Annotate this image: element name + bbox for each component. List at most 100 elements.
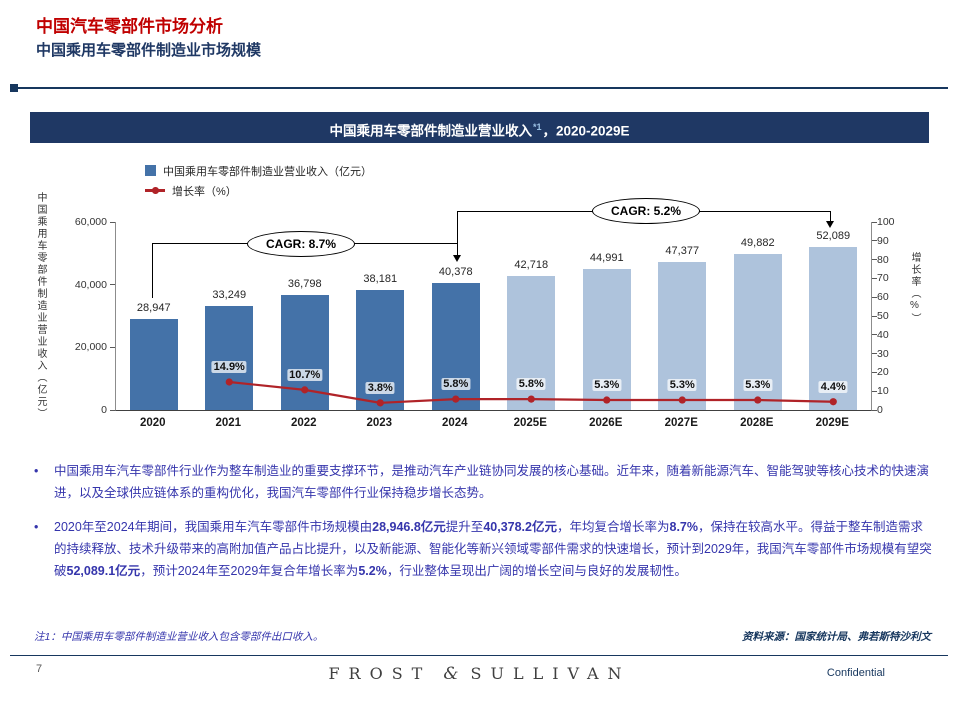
y-axis-tick-right: 0 [877,404,883,416]
bullet-item: • 2020年至2024年期间，我国乘用车汽车零部件市场规模由28,946.8亿元… [34,516,932,583]
bar-value-label: 42,718 [514,259,549,272]
logo-ampersand: & [443,664,459,684]
x-axis-labels: 2020 2021 2022 2023 2024 2025E 2026E 2027E 2028E… [115,417,870,433]
x-axis-label-2023: 2023 [366,417,393,429]
logo-sullivan: SULLIVAN [470,664,631,683]
y-axis-tick-left: 0 [101,404,107,416]
growth-point [301,386,309,394]
bullet-marker: • [34,464,39,478]
y-axis-tick-right: 70 [877,272,889,285]
cagr1-arrow-icon [453,255,461,262]
growth-rate-label: 4.4% [818,380,848,393]
growth-rate-label: 3.8% [365,381,395,394]
tick-mark-right [872,221,877,223]
chart-title-footnote-ref: *1 [532,122,542,132]
page-title: 中国汽车零部件市场分析 [36,17,223,36]
footnote: 注1：中国乘用车零部件制造业营业收入包含零部件出口收入。 [34,631,324,643]
y-axis-tick-right: 40 [877,328,889,341]
tick-mark-right [872,296,877,298]
y-axis-tick-left: 40,000 [74,278,107,291]
growth-point [527,395,535,403]
tick-mark-right [872,353,877,355]
x-axis-label-2024: 2024 [441,417,468,429]
growth-point [603,396,611,404]
bullet-text: 中国乘用车汽车零部件行业作为整车制造业的重要支撑环节，是推动汽车产业链协同发展的… [54,464,930,501]
legend-line-swatch [145,187,165,194]
growth-rate-label: 10.7% [287,368,323,381]
legend-line-marker [152,187,159,194]
tick-mark-right [872,409,877,411]
cagr2-bracket-right-leg [830,211,831,221]
legend-item-growth: 增长率（%） [145,184,372,198]
bar-value-label: 47,377 [665,244,700,257]
x-axis-label-2028E: 2028E [740,417,774,429]
tick-mark-left [110,284,115,286]
tick-mark-right [872,240,877,242]
y-axis-tick-right: 90 [877,234,889,247]
tick-mark-left [110,346,115,348]
x-axis-label-2026E: 2026E [589,417,623,429]
legend-line-label: 增长率（%） [172,185,237,198]
y-axis-tick-left: 20,000 [74,341,107,354]
y-axis-title-left: 中国乘用车零部件制造业营业收入（亿元） [35,192,46,420]
confidential-label: Confidential [826,667,885,679]
bullet-item: • 中国乘用车汽车零部件行业作为整车制造业的重要支撑环节，是推动汽车产业链协同发展… [34,460,932,505]
growth-point [452,395,460,403]
y-axis-tick-left: 60,000 [74,216,107,228]
bar-2021 [205,305,254,410]
legend-item-revenue: 中国乘用车零部件制造业营业收入（亿元） [145,164,372,178]
bar-value-label: 40,378 [438,266,473,279]
tick-mark-right [872,334,877,336]
chart-plot-area: 28,947 33,249 36,798 38,181 40,378 42,718 44,9… [110,221,877,411]
growth-rate-label: 5.8% [441,378,471,391]
chart-title-range: ，2020-2029E [542,123,630,139]
growth-point [678,396,686,404]
cagr1-bracket-left-leg [152,243,153,298]
legend-bar-label: 中国乘用车零部件制造业营业收入（亿元） [163,165,372,178]
chart-title-banner: 中国乘用车零部件制造业营业收入*1，2020-2029E [30,112,929,143]
header-divider [10,84,948,92]
y-axis-tick-right: 80 [877,253,889,266]
chart-title-text: 中国乘用车零部件制造业营业收入 [329,123,532,139]
bar-value-label: 33,249 [212,288,247,301]
source-attribution: 资料来源：国家统计局、弗若斯特沙利文 [742,631,931,643]
x-axis-label-2029E: 2029E [815,417,849,429]
tick-mark-right [872,371,877,373]
growth-point [225,378,233,386]
commentary-bullets: • 中国乘用车汽车零部件行业作为整车制造业的重要支撑环节，是推动汽车产业链协同发展… [34,460,932,593]
notes-row: 注1：中国乘用车零部件制造业营业收入包含零部件出口收入。 资料来源：国家统计局、… [34,629,931,644]
x-axis-label-2025E: 2025E [513,417,547,429]
tick-mark-left [110,409,115,411]
cagr-annotation-2020-2024: CAGR: 8.7% [247,231,355,257]
y-axis-tick-right: 50 [877,310,889,322]
growth-rate-label: 5.3% [667,379,697,392]
frost-sullivan-logo: FROST & SULLIVAN [0,664,959,684]
legend-bar-swatch [145,165,156,176]
tick-mark-right [872,277,877,279]
tick-mark-right [872,315,877,317]
tick-mark-right [872,390,877,392]
y-axis-title-right: 增长率（%） [909,252,920,325]
x-axis-label-2027E: 2027E [664,417,698,429]
growth-rate-label: 5.3% [743,379,773,392]
tick-mark-left [110,221,115,223]
bar-value-label: 49,882 [740,236,775,249]
footer-divider [10,655,948,656]
y-axis-right-ticks: 100 90 80 70 60 50 40 30 20 10 0 [877,216,917,416]
growth-point [754,396,762,404]
growth-point [829,398,837,406]
bar-value-label: 38,181 [363,273,398,286]
y-axis-tick-right: 20 [877,366,889,379]
growth-point [376,399,384,407]
bullet-marker: • [34,519,39,534]
bar-value-label: 52,089 [816,229,851,242]
growth-rate-label: 14.9% [211,360,247,373]
chart-legend: 中国乘用车零部件制造业营业收入（亿元） 增长率（%） [145,164,372,204]
logo-frost: FROST [328,664,432,683]
cagr-bracket-vertical [457,211,458,255]
bar-value-label: 36,798 [287,277,322,290]
y-axis-tick-right: 10 [877,385,889,398]
page-number: 7 [36,663,43,675]
tick-mark-right [872,259,877,261]
